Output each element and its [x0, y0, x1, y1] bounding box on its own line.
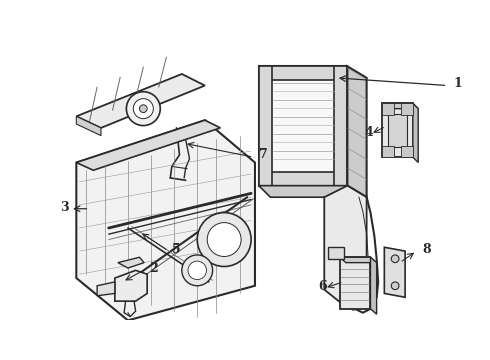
Circle shape — [182, 255, 213, 286]
Polygon shape — [340, 257, 377, 263]
Polygon shape — [76, 120, 255, 320]
Polygon shape — [324, 186, 367, 305]
Text: 2: 2 — [149, 261, 157, 275]
Text: 6: 6 — [318, 280, 327, 293]
Polygon shape — [413, 103, 418, 163]
Circle shape — [133, 99, 153, 119]
Polygon shape — [259, 172, 347, 186]
Text: 3: 3 — [60, 202, 69, 215]
Polygon shape — [384, 247, 405, 297]
Text: 8: 8 — [422, 243, 431, 256]
Polygon shape — [388, 114, 407, 147]
Text: 1: 1 — [454, 77, 463, 90]
Polygon shape — [259, 66, 272, 186]
Circle shape — [126, 92, 160, 126]
Circle shape — [391, 282, 399, 289]
Polygon shape — [334, 66, 347, 186]
Polygon shape — [76, 120, 221, 170]
Text: 5: 5 — [172, 243, 180, 256]
Polygon shape — [370, 257, 377, 314]
Polygon shape — [382, 103, 393, 115]
Text: 7: 7 — [259, 148, 268, 161]
Polygon shape — [347, 66, 367, 197]
Polygon shape — [259, 66, 347, 186]
Circle shape — [140, 105, 147, 112]
Circle shape — [197, 213, 251, 266]
Polygon shape — [76, 116, 101, 136]
Polygon shape — [382, 103, 418, 109]
Polygon shape — [340, 257, 370, 309]
Circle shape — [207, 222, 241, 256]
Polygon shape — [118, 257, 144, 268]
Circle shape — [188, 261, 206, 280]
Polygon shape — [76, 74, 205, 128]
Circle shape — [391, 255, 399, 263]
Polygon shape — [328, 247, 343, 259]
Text: 4: 4 — [365, 126, 373, 139]
Polygon shape — [259, 186, 367, 197]
Polygon shape — [401, 103, 413, 115]
Polygon shape — [382, 103, 413, 157]
Polygon shape — [259, 66, 347, 80]
Polygon shape — [382, 145, 393, 157]
Polygon shape — [401, 145, 413, 157]
Polygon shape — [97, 282, 115, 296]
Polygon shape — [115, 270, 147, 301]
